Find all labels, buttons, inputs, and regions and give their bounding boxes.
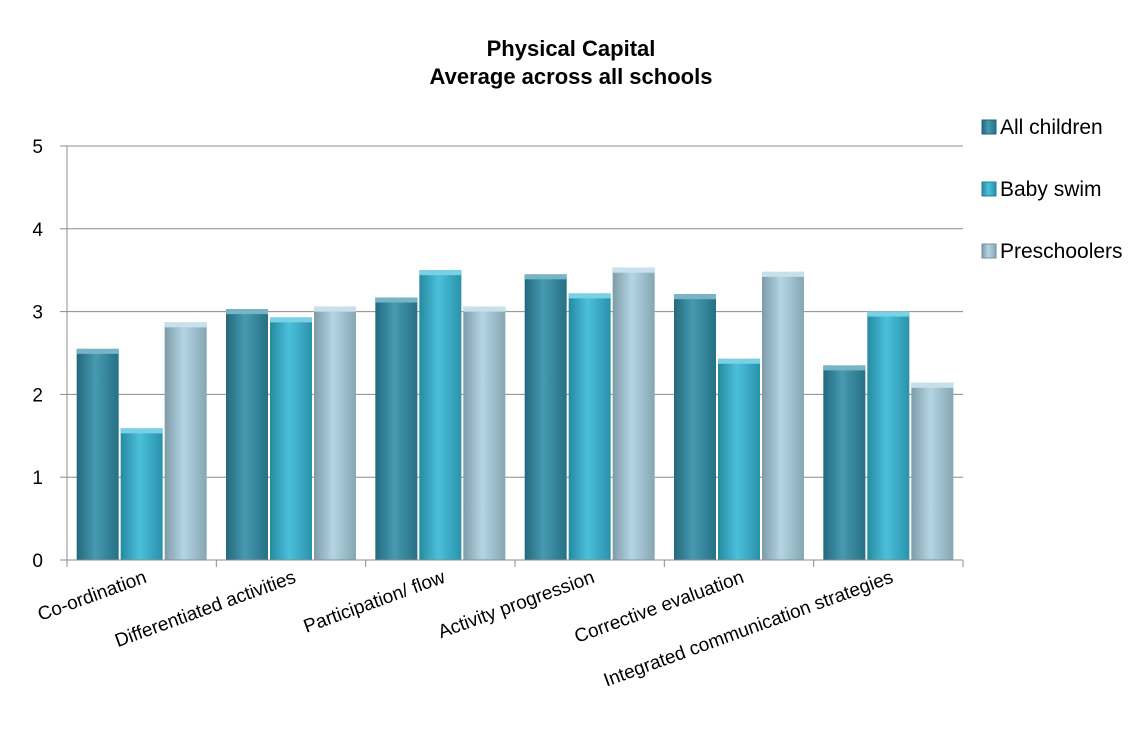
bar-cap xyxy=(120,428,163,434)
legend-swatch xyxy=(981,119,997,135)
bar-cap xyxy=(524,274,567,280)
y-tick-label: 4 xyxy=(32,220,43,241)
bar-cap xyxy=(226,309,268,315)
chart-subtitle: Average across all schools xyxy=(429,64,713,89)
bar xyxy=(867,311,910,560)
bar-cap xyxy=(76,348,119,354)
bar xyxy=(120,428,163,560)
y-tick-label: 1 xyxy=(32,468,43,489)
bar xyxy=(314,306,356,560)
bar xyxy=(911,382,954,560)
bar xyxy=(76,348,119,560)
bar xyxy=(270,317,312,560)
bar-cap xyxy=(911,382,954,388)
bar-cap xyxy=(270,317,312,323)
bar xyxy=(568,293,611,560)
bar xyxy=(375,297,418,560)
y-tick-label: 0 xyxy=(32,551,43,572)
bar-cap xyxy=(718,358,760,364)
bar-cap xyxy=(762,271,804,277)
x-category-label: Co-ordination xyxy=(35,567,149,626)
bar xyxy=(164,322,207,560)
y-tick-label: 3 xyxy=(32,303,43,324)
bar xyxy=(226,309,268,560)
legend-label: All children xyxy=(1000,116,1103,139)
legend-swatch xyxy=(981,243,997,259)
bar-cap xyxy=(314,306,356,312)
bar-cap xyxy=(419,270,462,276)
legend-swatch xyxy=(981,181,997,197)
bar xyxy=(823,365,866,560)
legend-label: Baby swim xyxy=(1000,178,1102,201)
bar xyxy=(419,270,462,560)
bar-cap xyxy=(375,297,418,303)
bar-cap xyxy=(823,365,866,371)
bar xyxy=(762,271,804,560)
bar xyxy=(674,294,716,560)
bar xyxy=(463,306,506,560)
bar-cap xyxy=(674,294,716,300)
x-category-label: Integrated communication strategies xyxy=(601,567,896,691)
y-tick-label: 2 xyxy=(32,385,43,406)
bar xyxy=(718,358,760,560)
bar-cap xyxy=(463,306,506,312)
bar-cap xyxy=(164,322,207,328)
bar-cap xyxy=(568,293,611,299)
chart-title: Physical Capital xyxy=(486,36,656,61)
bar xyxy=(612,267,655,560)
y-tick-label: 5 xyxy=(32,137,43,158)
bar xyxy=(524,274,567,560)
legend-label: Preschoolers xyxy=(1000,240,1123,263)
x-category-label: Participation/ flow xyxy=(301,567,448,638)
bar-cap xyxy=(612,267,655,273)
bar-cap xyxy=(867,311,910,317)
